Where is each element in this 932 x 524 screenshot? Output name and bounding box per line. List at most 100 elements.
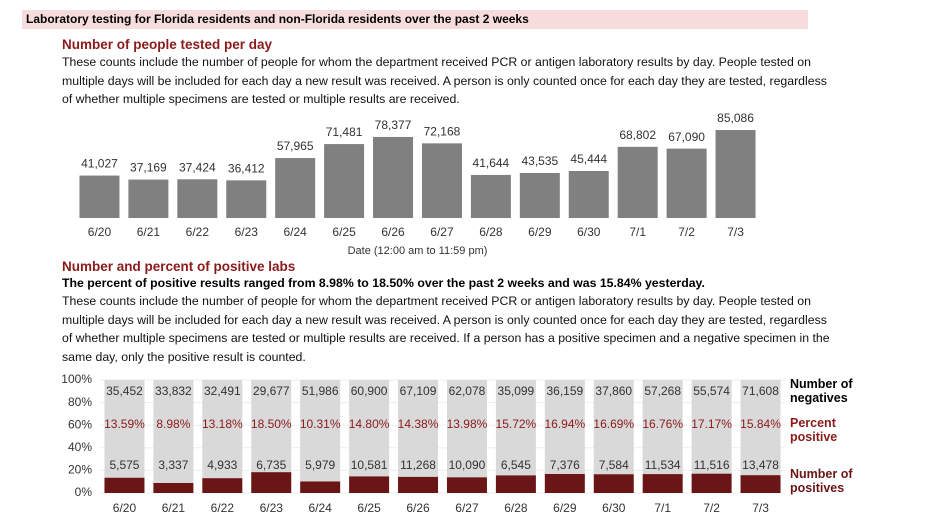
data-label: 37,424: [179, 160, 216, 174]
data-label: 10,581: [351, 458, 388, 472]
section-title: Number and percent of positive labs: [62, 259, 296, 274]
x-tick-label: 7/2: [703, 501, 720, 515]
data-label: 68,802: [619, 128, 656, 142]
legend-entry: Number of positives: [790, 467, 853, 495]
x-tick-label: 6/30: [577, 225, 601, 239]
data-label: 57,965: [277, 139, 314, 153]
data-label: 14.80%: [349, 417, 390, 431]
bar-segment: [740, 380, 781, 476]
bar-segment: [153, 482, 194, 493]
x-tick-label: 6/25: [357, 501, 381, 515]
bar: [128, 179, 169, 218]
data-label: 10,090: [449, 458, 486, 472]
data-label: 16.76%: [642, 417, 683, 431]
bar-segment: [349, 476, 390, 493]
data-label: 29,677: [253, 384, 290, 398]
data-label: 67,090: [668, 130, 705, 144]
bar: [421, 143, 462, 218]
bar-segment: [593, 380, 634, 475]
bar-segment: [104, 380, 145, 478]
data-label: 33,832: [155, 384, 192, 398]
data-label: 51,986: [302, 384, 339, 398]
highlight: The percent of positive results ranged f…: [62, 276, 705, 290]
x-tick-label: 7/2: [678, 225, 695, 239]
data-label: 45,444: [570, 152, 607, 166]
x-tick-label: 6/23: [235, 225, 259, 239]
data-label: 13.98%: [447, 417, 488, 431]
data-label: 35,099: [498, 384, 535, 398]
x-tick-label: 6/25: [332, 225, 356, 239]
data-label: 13.59%: [104, 417, 145, 431]
y-tick-label: 0%: [75, 485, 93, 499]
data-label: 37,169: [130, 161, 167, 175]
data-label: 15.72%: [496, 417, 537, 431]
x-tick-label: 6/28: [504, 501, 528, 515]
x-tick-label: 7/1: [629, 225, 646, 239]
x-tick-label: 6/29: [553, 501, 577, 515]
bar-segment: [446, 380, 487, 478]
bar: [373, 136, 414, 218]
data-label: 13.18%: [202, 417, 243, 431]
bar-segment: [202, 478, 243, 493]
bar-segment: [153, 380, 194, 483]
data-label: 8.98%: [156, 417, 190, 431]
bar-segment: [495, 475, 536, 493]
data-label: 85,086: [717, 111, 754, 125]
x-tick-label: 6/23: [260, 501, 284, 515]
data-label: 16.69%: [593, 417, 634, 431]
bar: [177, 179, 218, 218]
bar-segment: [251, 472, 292, 493]
data-label: 41,644: [473, 156, 510, 170]
bar: [79, 175, 120, 218]
data-label: 11,268: [400, 458, 436, 472]
data-label: 11,516: [694, 458, 730, 472]
bar: [226, 180, 267, 218]
data-label: 32,491: [204, 384, 241, 398]
data-label: 13,478: [742, 458, 779, 472]
x-tick-label: 6/24: [283, 225, 307, 239]
bar-segment: [398, 476, 439, 493]
bar-segment: [495, 380, 536, 476]
y-tick-label: 20%: [68, 463, 92, 477]
data-label: 72,168: [424, 125, 461, 139]
paragraph: These counts include the number of peopl…: [62, 55, 827, 106]
bar: [519, 172, 560, 218]
data-label: 15.84%: [740, 417, 781, 431]
y-tick-label: 40%: [68, 440, 92, 454]
data-label: 6,735: [256, 458, 286, 472]
bar-segment: [740, 475, 781, 493]
bar-segment: [691, 380, 732, 474]
x-tick-label: 6/24: [308, 501, 332, 515]
y-tick-label: 60%: [68, 417, 92, 431]
bar-segment: [104, 477, 145, 493]
x-tick-label: 6/29: [528, 225, 552, 239]
data-label: 78,377: [375, 118, 412, 132]
bar-segment: [593, 474, 634, 493]
data-label: 5,575: [109, 458, 139, 472]
legend-entry: Number of negatives: [790, 377, 853, 405]
data-label: 17.17%: [691, 417, 732, 431]
data-label: 10.31%: [300, 417, 341, 431]
x-tick-label: 6/22: [186, 225, 210, 239]
data-label: 41,027: [81, 157, 118, 171]
bar-segment: [398, 380, 439, 477]
x-tick-label: 6/28: [479, 225, 503, 239]
data-label: 7,584: [599, 458, 629, 472]
x-tick-label: 6/21: [137, 225, 161, 239]
x-tick-label: 6/27: [430, 225, 454, 239]
data-label: 5,979: [305, 458, 335, 472]
section-title: Number of people tested per day: [62, 37, 273, 52]
x-tick-label: 6/21: [162, 501, 186, 515]
bar: [470, 174, 511, 218]
data-label: 71,481: [326, 125, 363, 139]
bar-segment: [544, 473, 585, 493]
data-label: 43,535: [521, 154, 558, 168]
header: Laboratory testing for Florida residents…: [22, 10, 808, 29]
bar-segment: [642, 380, 683, 475]
data-label: 71,608: [742, 384, 779, 398]
bar: [715, 130, 756, 218]
bar-segment: [446, 477, 487, 493]
data-label: 36,159: [546, 384, 583, 398]
